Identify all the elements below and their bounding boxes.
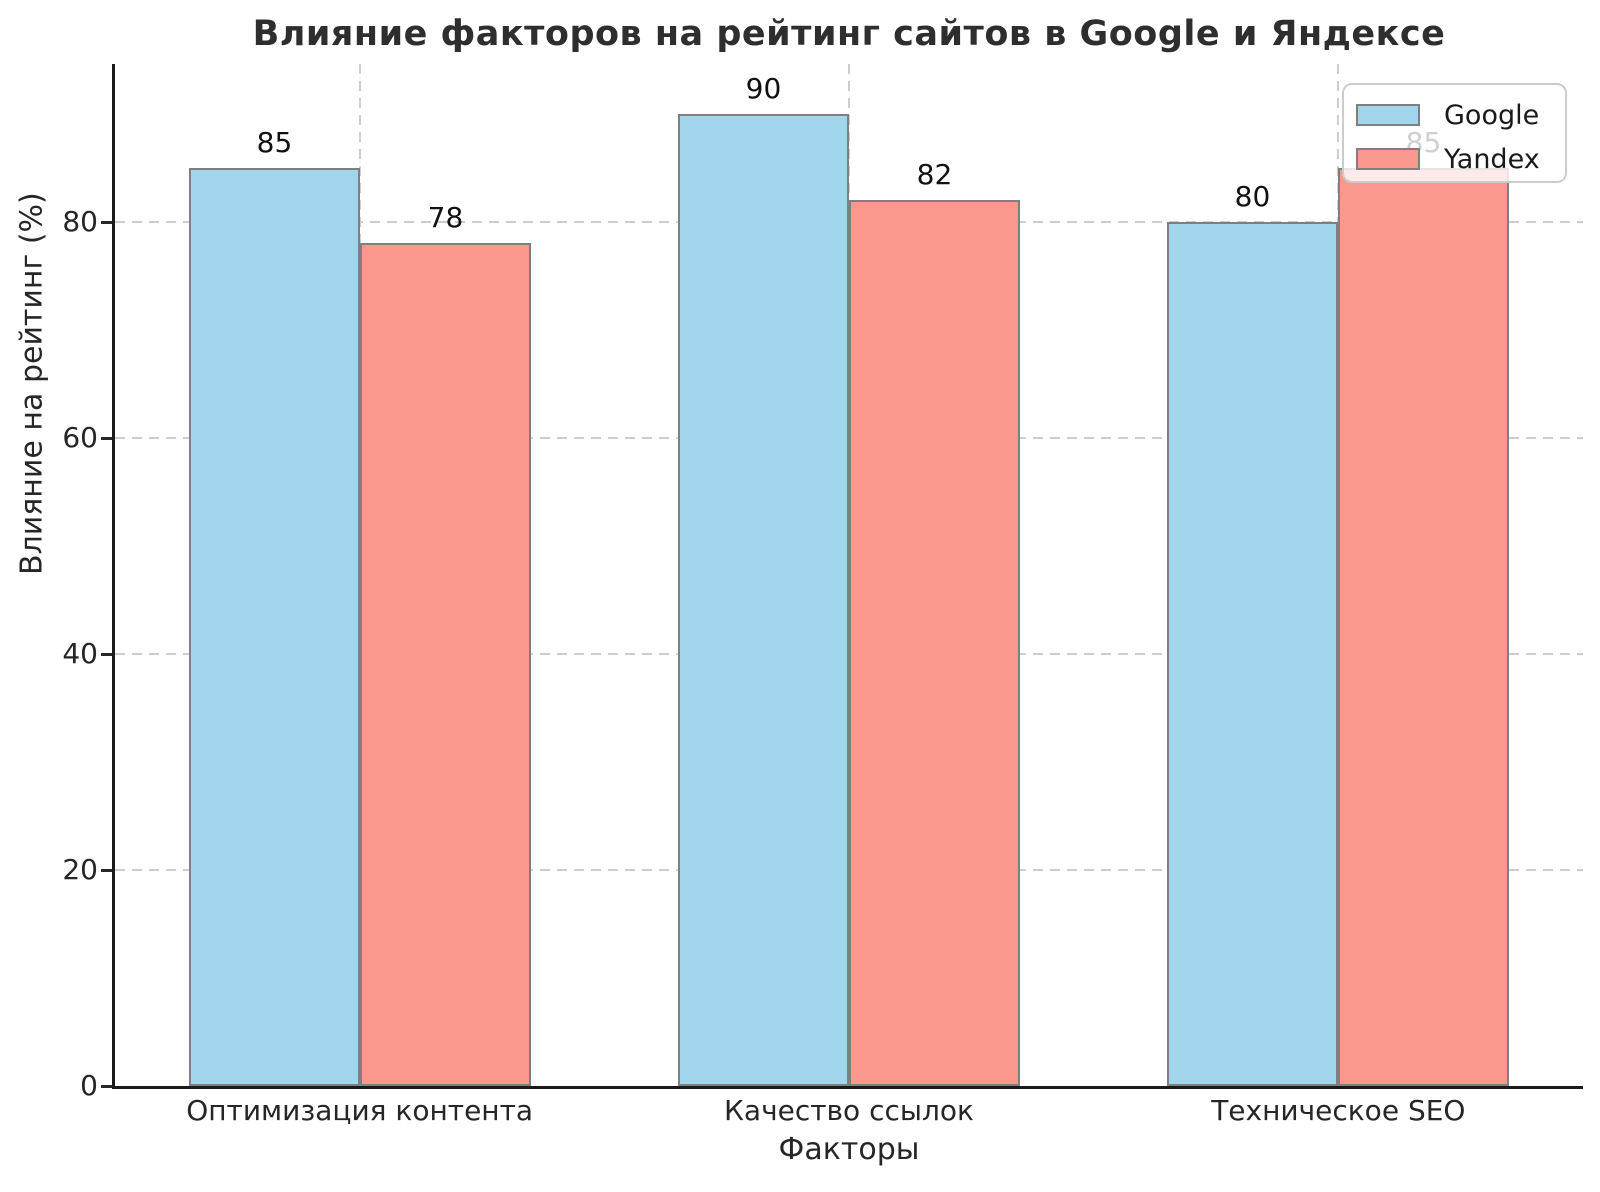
y-tick-label-0: 0 [80,1069,98,1102]
legend-item-yandex: Yandex [1356,137,1565,181]
value-label-google-1: 90 [745,72,782,105]
bar-yandex-1 [849,200,1020,1086]
x-tick-label-2: Техническое SEO [1211,1094,1466,1127]
y-tick-label-80: 80 [62,204,98,238]
legend-label-yandex: Yandex [1444,143,1540,175]
x-axis-spine [112,1086,1583,1089]
y-tick-mark-0 [101,1085,112,1088]
value-label-google-0: 85 [256,126,293,159]
bar-google-2 [1167,222,1338,1086]
y-tick-mark-60 [101,436,112,440]
y-tick-mark-20 [101,868,112,872]
chart-title: Влияние факторов на рейтинг сайтов в Goo… [252,14,1446,54]
legend-item-google: Google [1356,93,1565,137]
bar-yandex-2 [1338,168,1509,1086]
legend-swatch-google [1356,104,1420,126]
y-tick-mark-80 [101,220,112,224]
bars-layer [115,64,1583,1086]
x-axis-title: Факторы [778,1132,920,1167]
y-axis-spine [112,64,115,1089]
y-tick-label-60: 60 [62,420,98,454]
value-label-yandex-0: 78 [427,201,464,234]
x-tick-label-0: Оптимизация контента [186,1094,534,1127]
legend: Google Yandex [1342,83,1567,183]
bar-google-1 [678,114,849,1086]
bar-google-0 [189,168,360,1086]
bar-yandex-0 [360,243,531,1086]
legend-swatch-yandex [1356,148,1420,170]
value-labels-layer: 859080788285 [115,64,1583,1086]
value-label-google-2: 80 [1234,180,1271,213]
y-tick-label-40: 40 [62,636,98,670]
y-tick-label-20: 20 [62,852,98,886]
plot-area: 859080788285 [115,64,1583,1086]
y-tick-mark-40 [101,652,112,656]
legend-items: Google Yandex [1356,93,1565,181]
legend-label-google: Google [1444,99,1540,131]
value-label-yandex-1: 82 [916,158,953,191]
x-tick-label-1: Качество ссылок [724,1094,974,1127]
